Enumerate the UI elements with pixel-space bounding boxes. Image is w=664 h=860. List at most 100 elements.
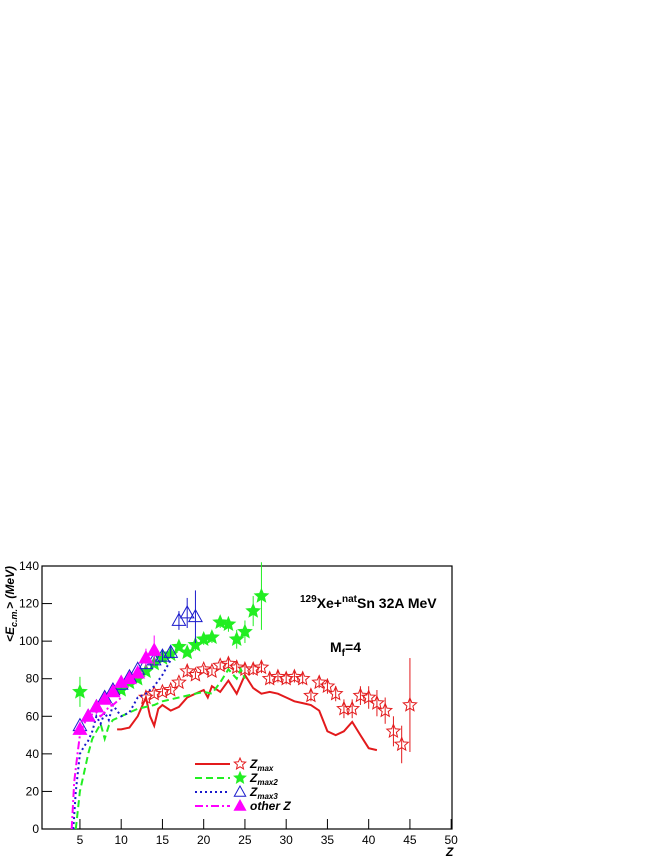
x-tick-label: 15 bbox=[156, 833, 170, 847]
y-tick-label: 40 bbox=[26, 747, 40, 761]
marker bbox=[393, 736, 410, 752]
marker bbox=[245, 660, 262, 677]
curve bbox=[72, 659, 172, 830]
legend-label: Zmax3 bbox=[249, 785, 278, 801]
legend-name: Z bbox=[249, 771, 258, 785]
legend-name: other Z bbox=[250, 799, 291, 813]
marker bbox=[146, 685, 163, 701]
annotation-sub: f bbox=[342, 648, 346, 659]
annotation-text: M bbox=[330, 639, 342, 655]
y-tick-label: 140 bbox=[19, 559, 39, 573]
legend-sub: max2 bbox=[257, 778, 278, 787]
marker bbox=[385, 722, 402, 739]
marker bbox=[294, 670, 311, 686]
x-tick-label: 20 bbox=[197, 833, 211, 847]
marker bbox=[195, 660, 212, 677]
marker bbox=[88, 698, 104, 713]
marker bbox=[360, 689, 377, 705]
marker bbox=[402, 696, 418, 712]
x-tick-label: 10 bbox=[115, 833, 129, 847]
marker bbox=[237, 623, 253, 639]
marker bbox=[146, 642, 162, 656]
legend-marker bbox=[233, 770, 247, 784]
y-tick-label: 120 bbox=[19, 597, 39, 611]
y-label-sub: c.m. bbox=[9, 609, 19, 627]
chart-title: 129Xe+natSn 32A MeV bbox=[300, 594, 437, 611]
legend-name: Z bbox=[249, 785, 258, 799]
legend-label: Zmax bbox=[249, 757, 274, 773]
plot-frame bbox=[41, 565, 453, 830]
y-tick-label: 80 bbox=[26, 672, 40, 686]
marker bbox=[261, 670, 278, 686]
y-label-open: <E bbox=[3, 626, 17, 642]
marker bbox=[344, 700, 361, 716]
y-tick-label: 100 bbox=[19, 634, 39, 648]
legend-sub: max bbox=[257, 764, 274, 773]
marker bbox=[369, 694, 385, 710]
marker bbox=[253, 659, 270, 675]
title-nat: nat bbox=[342, 594, 358, 605]
legend-name: Z bbox=[249, 757, 258, 771]
marker bbox=[311, 674, 328, 690]
marker bbox=[253, 587, 270, 603]
marker bbox=[138, 650, 154, 664]
marker bbox=[245, 602, 262, 618]
x-tick-label: 30 bbox=[280, 833, 294, 847]
legend-marker bbox=[233, 756, 247, 770]
marker bbox=[72, 721, 88, 735]
curve bbox=[117, 672, 378, 752]
marker bbox=[179, 662, 196, 678]
title-part: Xe+ bbox=[317, 595, 342, 611]
legend-marker bbox=[233, 784, 247, 797]
marker bbox=[286, 668, 303, 684]
marker bbox=[72, 683, 88, 699]
x-tick-label: 50 bbox=[444, 833, 458, 847]
annotation-rest: =4 bbox=[345, 639, 361, 655]
marker bbox=[105, 683, 121, 698]
marker bbox=[352, 687, 369, 703]
legend-label: Zmax2 bbox=[249, 771, 278, 787]
title-part: Sn 32A MeV bbox=[357, 595, 437, 611]
x-tick-label: 35 bbox=[321, 833, 335, 847]
y-label-close: > (MeV) bbox=[3, 566, 17, 609]
marker bbox=[204, 629, 220, 645]
y-tick-label: 60 bbox=[26, 709, 40, 723]
x-tick-label: 45 bbox=[403, 833, 417, 847]
y-tick-label: 20 bbox=[26, 784, 40, 798]
marker bbox=[187, 608, 203, 623]
marker bbox=[171, 638, 187, 654]
marker bbox=[212, 657, 229, 673]
title-mass: 129 bbox=[300, 594, 317, 605]
marker bbox=[303, 687, 319, 703]
marker bbox=[228, 659, 245, 675]
y-axis-label: <Ec.m.> (MeV) bbox=[3, 566, 19, 642]
y-tick-label: 0 bbox=[32, 822, 39, 836]
marker bbox=[179, 604, 195, 619]
marker bbox=[212, 614, 229, 630]
marker bbox=[171, 674, 187, 690]
marker bbox=[220, 615, 237, 631]
curve bbox=[70, 696, 122, 830]
legend-label: other Z bbox=[250, 799, 291, 813]
marker bbox=[154, 683, 171, 699]
marker bbox=[80, 708, 96, 722]
marker bbox=[171, 612, 187, 626]
annotation: Mf=4 bbox=[330, 639, 361, 659]
x-tick-label: 5 bbox=[77, 833, 84, 847]
marker bbox=[327, 685, 344, 701]
marker bbox=[97, 691, 113, 705]
legend-marker bbox=[233, 798, 247, 811]
x-tick-label: 25 bbox=[238, 833, 252, 847]
marker bbox=[377, 702, 394, 718]
marker bbox=[319, 677, 336, 693]
marker bbox=[130, 665, 146, 679]
marker bbox=[163, 644, 179, 658]
curve bbox=[74, 666, 246, 830]
x-tick-label: 40 bbox=[362, 833, 376, 847]
marker bbox=[220, 655, 237, 671]
legend-sub: max3 bbox=[257, 792, 278, 801]
marker bbox=[278, 670, 295, 686]
marker bbox=[270, 668, 286, 684]
